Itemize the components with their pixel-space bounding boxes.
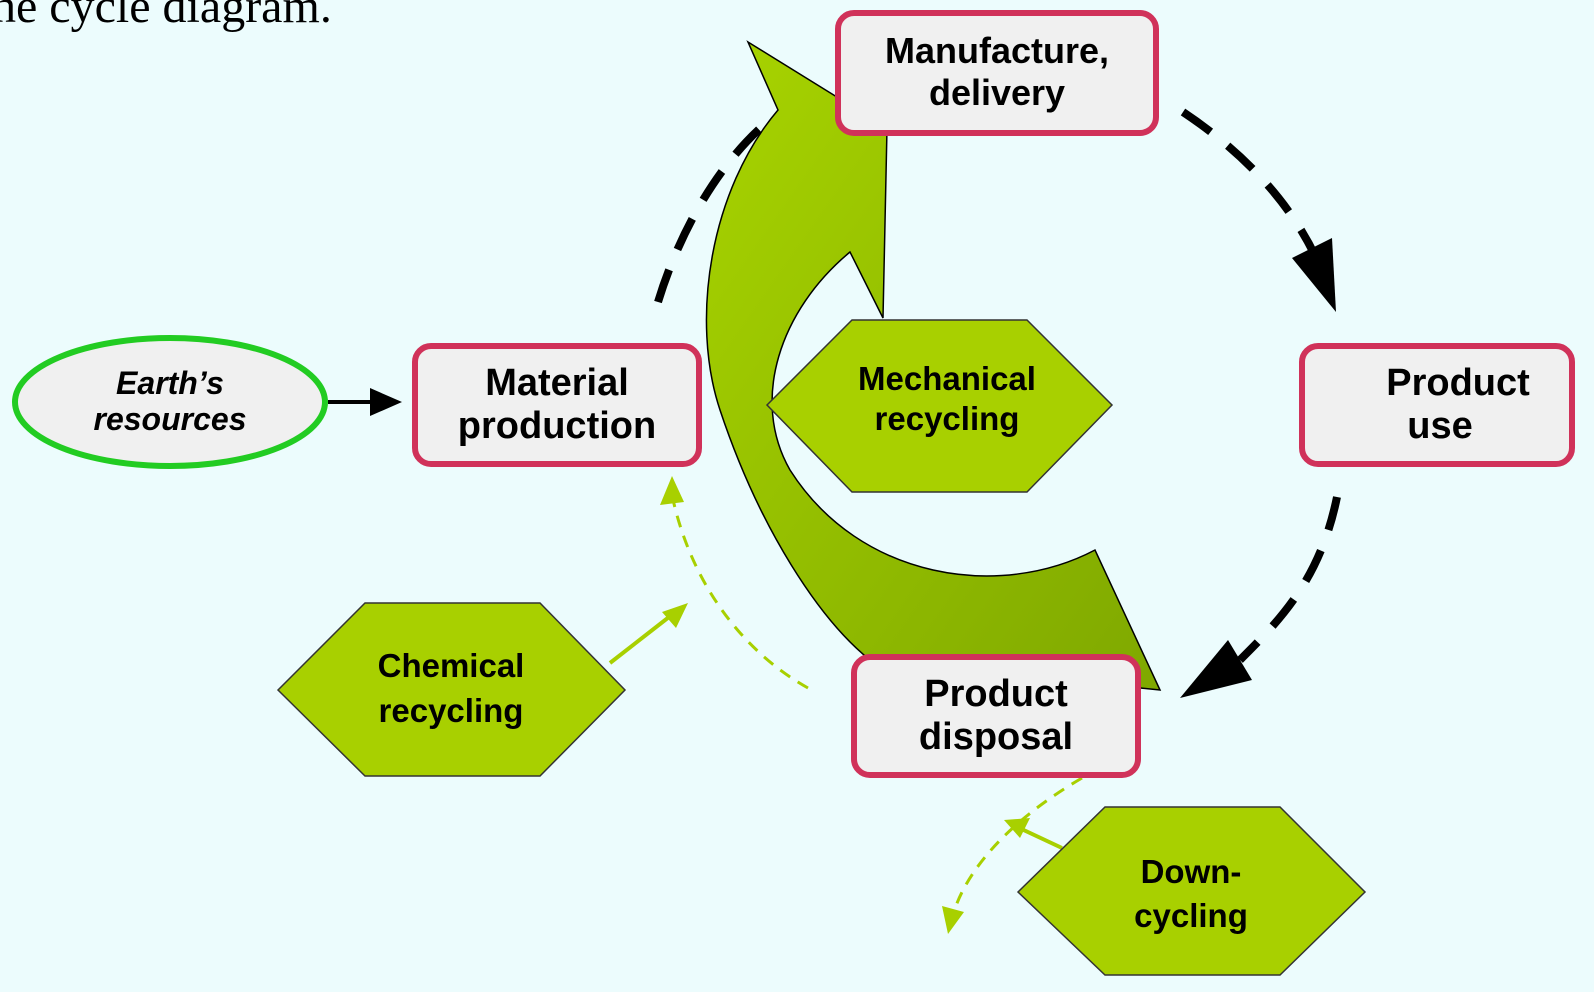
arrow-head [370, 388, 402, 416]
arrow-head [1004, 818, 1030, 838]
node-label: Product disposal [919, 673, 1073, 758]
node-label: Chemical recycling [378, 647, 525, 729]
heading: he cycle diagram. [0, 0, 332, 33]
cycle-arrow [1180, 108, 1322, 264]
label-line: disposal [919, 716, 1073, 758]
node-box [412, 343, 702, 467]
recycle-arrow [950, 776, 1083, 919]
label-line: resources [94, 401, 247, 437]
label-line: Material [485, 362, 629, 404]
arrow-head [1180, 640, 1252, 698]
cycle-arrow [1237, 496, 1341, 663]
process-hexagon [1016, 806, 1367, 976]
label-line: delivery [929, 72, 1065, 113]
node-label: Manufacture, delivery [885, 30, 1109, 113]
node-box [1299, 343, 1575, 467]
label-line: Product [1386, 362, 1530, 404]
node-label: Mechanical recycling [858, 360, 1036, 437]
node-label: Earth’s resources [94, 365, 247, 437]
label-line: recycling [379, 692, 524, 729]
arrow-head [660, 476, 684, 505]
node-label: Material production [458, 362, 656, 447]
node-label: Down-cycling [1134, 853, 1248, 934]
label-line: Chemical [378, 647, 525, 684]
label-line: recycling [875, 400, 1020, 437]
label-line: Manufacture, [885, 30, 1109, 71]
cycle-arrow [654, 114, 775, 304]
arrow-head [942, 906, 964, 934]
node-box [835, 10, 1159, 136]
label-line: cycling [1134, 897, 1248, 934]
node-box [851, 654, 1141, 778]
process-hexagon [765, 319, 1114, 493]
source-node [12, 335, 328, 469]
label-line: Earth’s [116, 365, 224, 401]
process-hexagon [276, 602, 627, 777]
label-line: Product [924, 673, 1068, 715]
recycle-arrow [670, 494, 809, 690]
label-line: Down- [1141, 853, 1242, 890]
arrow-head [1292, 238, 1336, 312]
recycle-arrow [608, 608, 680, 665]
label-line: Mechanical [858, 360, 1036, 397]
label-line: use [1407, 405, 1472, 447]
node-label: Product use [1386, 362, 1530, 447]
label-line: production [458, 405, 656, 447]
arrow-head [662, 603, 688, 628]
